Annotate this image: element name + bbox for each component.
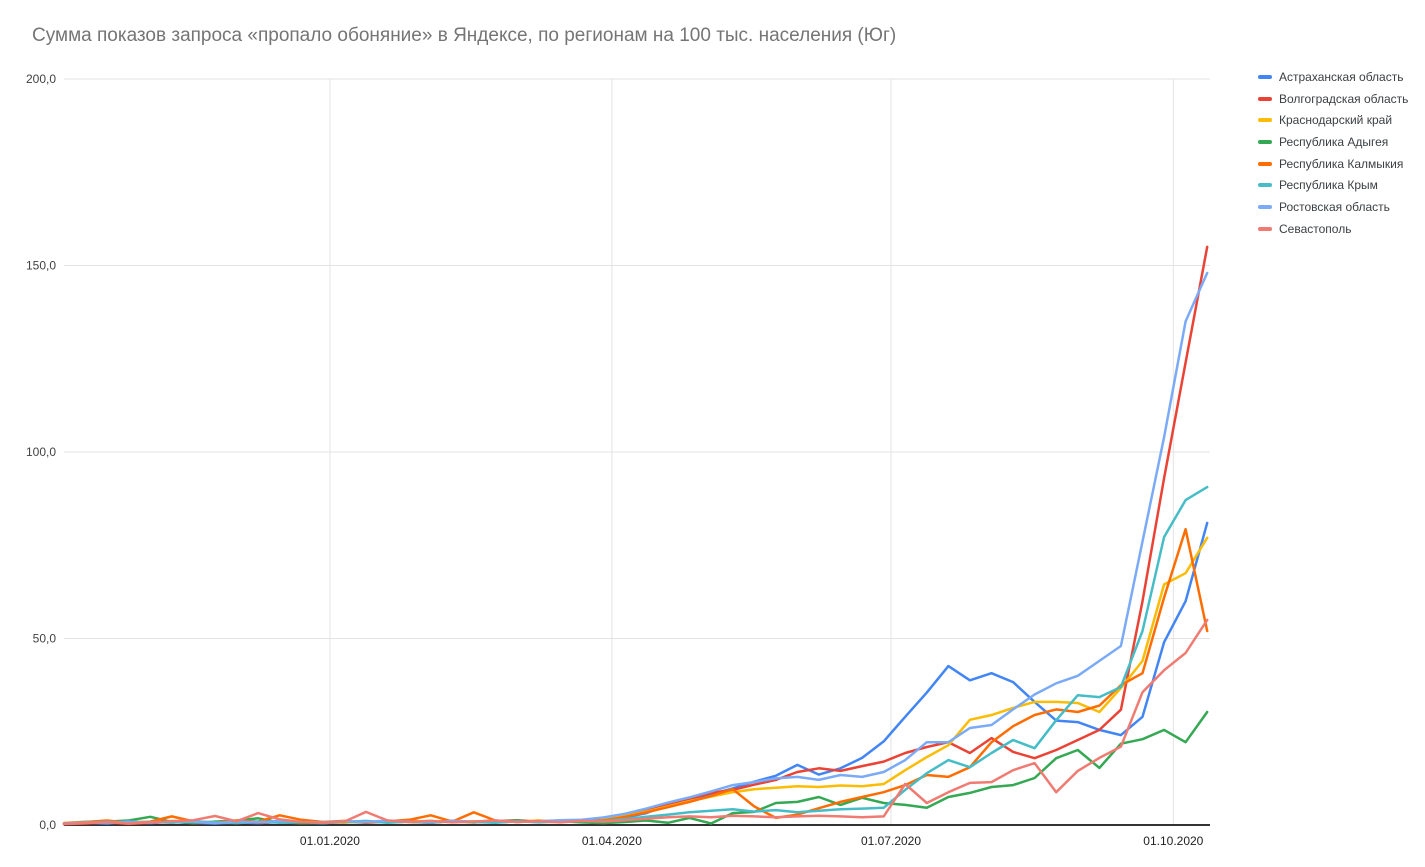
legend-item[interactable]: Севастополь: [1258, 218, 1425, 240]
y-axis-tick-label: 100,0: [26, 445, 56, 459]
legend-item-label: Ростовская область: [1279, 199, 1390, 214]
y-axis-tick-label: 150,0: [26, 259, 56, 273]
legend-swatch-icon: [1258, 139, 1272, 144]
y-axis-tick-label: 50,0: [33, 632, 57, 646]
series-line[interactable]: [62, 271, 1209, 825]
series-line[interactable]: [62, 710, 1209, 825]
legend-item-label: Республика Крым: [1279, 178, 1378, 193]
legend-item[interactable]: Республика Калмыкия: [1258, 153, 1425, 175]
legend-item-label: Астраханская область: [1279, 69, 1404, 84]
chart-title: Сумма показов запроса «пропало обоняние»…: [32, 25, 897, 46]
series-line[interactable]: [62, 618, 1209, 826]
x-axis-tick-label: 01.07.2020: [861, 834, 921, 848]
legend-item[interactable]: Краснодарский край: [1258, 109, 1425, 131]
x-axis-tick-label: 01.01.2020: [300, 834, 360, 848]
legend-item[interactable]: Волгоградская область: [1258, 88, 1425, 110]
legend-item[interactable]: Республика Крым: [1258, 174, 1425, 196]
legend-item-label: Республика Адыгея: [1279, 134, 1389, 149]
y-axis-tick-label: 0,0: [39, 818, 56, 832]
legend-swatch-icon: [1258, 161, 1272, 166]
legend-item-label: Волгоградская область: [1279, 91, 1409, 106]
y-axis-tick-label: 200,0: [26, 72, 56, 86]
legend-swatch-icon: [1258, 183, 1272, 188]
legend-item[interactable]: Ростовская область: [1258, 196, 1425, 218]
chart-legend: Астраханская область Волгоградская област…: [1258, 66, 1425, 240]
legend-swatch-icon: [1258, 204, 1272, 209]
legend-item-label: Севастополь: [1279, 221, 1352, 236]
legend-swatch-icon: [1258, 74, 1272, 79]
legend-swatch-icon: [1258, 226, 1272, 231]
legend-swatch-icon: [1258, 96, 1272, 101]
legend-item-label: Краснодарский край: [1279, 113, 1393, 128]
legend-item[interactable]: Астраханская область: [1258, 66, 1425, 88]
legend-item-label: Республика Калмыкия: [1279, 156, 1404, 171]
legend-item[interactable]: Республика Адыгея: [1258, 131, 1425, 153]
legend-swatch-icon: [1258, 118, 1272, 123]
x-axis-tick-label: 01.10.2020: [1143, 834, 1203, 848]
x-axis-tick-label: 01.04.2020: [582, 834, 642, 848]
